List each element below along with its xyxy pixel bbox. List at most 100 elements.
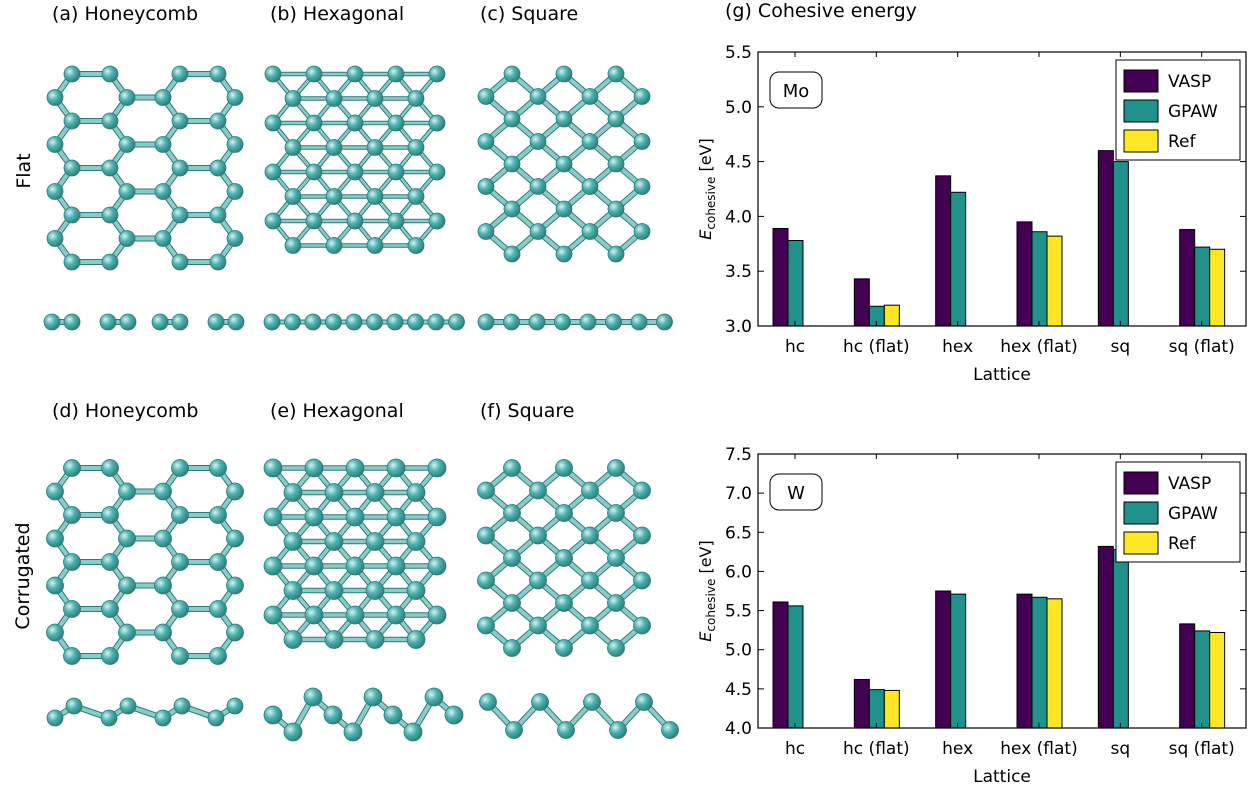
atom <box>46 482 64 501</box>
honeycomb-corrugated-side <box>46 697 244 727</box>
atom <box>63 159 81 177</box>
bar-gpaw-1 <box>868 689 885 729</box>
atom <box>503 504 521 522</box>
atom <box>101 206 119 224</box>
atom <box>581 223 599 240</box>
atom <box>387 65 405 83</box>
atom <box>209 206 227 224</box>
atom <box>154 529 172 548</box>
atom <box>63 600 81 618</box>
atom <box>154 623 172 642</box>
svg-text:W: W <box>787 483 805 504</box>
atom <box>503 459 521 477</box>
atom <box>324 581 344 600</box>
atom <box>529 133 547 150</box>
atom <box>555 65 573 83</box>
y-tick-label: 4.5 <box>725 153 752 173</box>
legend-swatch <box>1123 501 1159 525</box>
atom <box>387 212 405 230</box>
atom <box>207 709 225 727</box>
panel-c-title: (c) Square <box>480 3 579 25</box>
legend: VASP GPAW Ref <box>1115 59 1241 161</box>
atom <box>209 459 227 477</box>
atom <box>427 313 445 331</box>
atom <box>555 110 573 128</box>
y-tick-label: 4.0 <box>725 719 752 739</box>
x-tick-label: sq <box>1111 337 1131 357</box>
atom <box>427 458 447 478</box>
x-axis-label: Lattice <box>973 767 1031 787</box>
atom <box>46 529 64 548</box>
atom <box>325 139 343 156</box>
bar-vasp-3 <box>1016 221 1033 327</box>
atom <box>406 483 426 502</box>
atom <box>529 223 547 240</box>
atom <box>118 482 136 501</box>
bar-gpaw-5 <box>1194 630 1211 729</box>
legend: VASP GPAW Ref <box>1115 461 1241 563</box>
x-tick-label: sq (flat) <box>1169 739 1235 759</box>
atom <box>503 313 520 331</box>
atom <box>209 600 227 618</box>
atom <box>661 721 679 739</box>
atom <box>283 581 303 600</box>
atom <box>555 200 573 218</box>
atom <box>428 163 446 181</box>
element-badge: Mo <box>769 71 823 109</box>
atom <box>305 114 323 132</box>
bar-ref-1 <box>883 304 900 327</box>
atom <box>581 133 599 150</box>
atom <box>151 313 169 331</box>
atom <box>345 458 365 478</box>
bar-ref-5 <box>1209 631 1226 729</box>
atom <box>171 553 189 571</box>
atom <box>46 623 64 642</box>
bar-ref-5 <box>1209 248 1226 327</box>
atom <box>171 647 189 665</box>
atom <box>46 183 64 200</box>
bar-gpaw-2 <box>950 593 967 729</box>
atom <box>325 237 343 254</box>
legend-entry: VASP <box>1168 72 1211 92</box>
atom <box>633 178 651 195</box>
legend-entry: Ref <box>1168 132 1197 152</box>
legend-entry: VASP <box>1168 474 1211 494</box>
atom <box>119 697 137 715</box>
atom <box>581 481 599 500</box>
atom <box>263 507 283 527</box>
lattice-structures <box>43 65 679 742</box>
atom <box>284 188 302 205</box>
atom <box>386 313 404 331</box>
atom <box>503 549 521 567</box>
atom <box>366 188 384 205</box>
atom <box>529 481 547 500</box>
atom <box>583 693 601 711</box>
honeycomb-flat-top <box>46 65 244 271</box>
y-tick-label: 6.5 <box>725 523 752 543</box>
legend-swatch <box>1123 531 1159 555</box>
atom <box>383 705 403 725</box>
atom <box>63 506 81 524</box>
atom <box>226 230 244 247</box>
x-tick-label: sq (flat) <box>1169 337 1235 357</box>
y-tick-label: 5.0 <box>725 98 752 118</box>
atom <box>226 89 244 106</box>
atom <box>226 136 244 153</box>
atom <box>154 576 172 595</box>
atom <box>503 245 521 263</box>
atom <box>477 313 495 331</box>
atom <box>554 313 571 331</box>
square-corrugated-side <box>479 693 679 739</box>
atom <box>171 600 189 618</box>
atom <box>284 139 302 156</box>
hexagonal-flat-side <box>263 313 465 331</box>
atom <box>555 155 573 173</box>
atom <box>366 313 383 331</box>
y-axis-label: Ecohesive [eV] <box>696 540 718 641</box>
atom <box>63 253 81 271</box>
panel-d-title: (d) Honeycomb <box>52 400 199 422</box>
atom <box>63 459 81 477</box>
atom <box>427 556 447 576</box>
hexagonal-flat-top <box>264 65 446 254</box>
atom <box>46 230 64 247</box>
